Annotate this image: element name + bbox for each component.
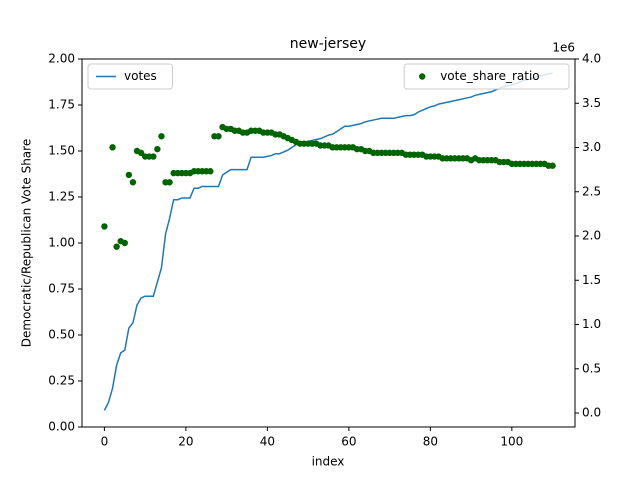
legend: votes [87, 63, 173, 90]
y2-tick-label: 4.0 [582, 52, 601, 66]
y-tick-label: 1.50 [48, 144, 75, 158]
scatter-point [121, 239, 128, 247]
scatter-point [207, 168, 214, 175]
y2-tick-label: 2.5 [582, 184, 601, 198]
scatter-point [150, 153, 157, 160]
votes-line [103, 72, 553, 411]
y2-tick-label: 3.0 [582, 140, 601, 154]
y-tick-label: 1.25 [48, 190, 75, 204]
y-tick-label: 2.00 [48, 52, 75, 66]
plot-frame [81, 58, 576, 428]
scatter-point [125, 171, 133, 179]
y-tick-label: 0.50 [48, 328, 75, 342]
y-tick-label: 0.00 [48, 420, 75, 434]
legend-swatch [419, 73, 426, 80]
legend: vote_share_ratio [403, 63, 570, 90]
y2-tick-label: 0.5 [582, 361, 601, 375]
legend-label: vote_share_ratio [440, 69, 539, 83]
x-tick-label: 20 [178, 435, 193, 449]
x-tick-label: 40 [260, 435, 275, 449]
y-tick-label: 1.75 [48, 98, 75, 112]
x-axis-label: index [312, 455, 345, 469]
scatter-point [113, 243, 120, 250]
scatter-point [158, 133, 165, 140]
y2-tick-label: 1.0 [582, 317, 601, 331]
x-tick-label: 0 [101, 435, 109, 449]
x-tick-label: 100 [500, 435, 523, 449]
y2-tick-label: 0.0 [582, 406, 601, 420]
scatter-point [109, 144, 116, 151]
y2-tick-label: 1.5 [582, 273, 601, 287]
x-tick-label: 80 [423, 435, 438, 449]
scatter-point [166, 179, 173, 186]
x-tick-label: 60 [341, 435, 356, 449]
scatter-point [129, 179, 137, 186]
y2-tick-label: 2.0 [582, 229, 601, 243]
legend-box [87, 63, 173, 90]
legend-label: votes [124, 69, 157, 83]
y-tick-label: 0.25 [48, 374, 75, 388]
scatter-point [549, 162, 556, 169]
y-tick-label: 1.00 [48, 236, 75, 250]
scatter-point [101, 223, 108, 230]
y-tick-label: 0.75 [48, 282, 75, 296]
scatter-point [154, 145, 161, 153]
y2-tick-label: 3.5 [582, 96, 601, 110]
scatter-point [215, 133, 222, 140]
y-axis-label: Democratic/Republican Vote Share [20, 139, 34, 347]
chart-title: new-jersey [290, 36, 366, 52]
y2-offset-label: 1e6 [552, 41, 575, 55]
legend-box [403, 63, 570, 90]
scatter-point [137, 149, 145, 157]
